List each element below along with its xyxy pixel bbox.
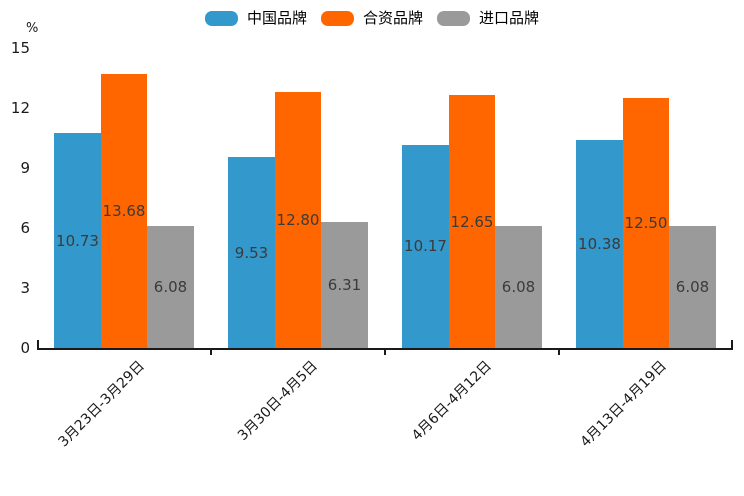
- x-category-label: 4月13日-4月19日: [577, 358, 670, 451]
- x-axis-left-endcap: [37, 340, 39, 348]
- y-axis-unit-label: %: [26, 21, 39, 36]
- x-category-label: 3月23日-3月29日: [55, 358, 148, 451]
- plot-area: 10.73 13.68 6.08 9.53 12.80 6.31 10.17 12.65 6.0…: [37, 48, 733, 355]
- bar: 10.38: [576, 140, 623, 348]
- bar-group-0: 10.73 13.68 6.08: [37, 48, 211, 348]
- bar-group-2: 10.17 12.65 6.08: [385, 48, 559, 348]
- bar: 10.73: [54, 133, 101, 348]
- bar: 12.65: [448, 95, 496, 348]
- bar: 13.68: [100, 74, 148, 348]
- bar-value-label: 6.08: [675, 278, 710, 297]
- bar-value-label: 12.65: [450, 212, 494, 231]
- legend-item-1[interactable]: 合资品牌: [320, 9, 423, 27]
- bar: 12.50: [622, 98, 670, 348]
- y-tick-label: 12: [10, 99, 30, 117]
- legend-swatch-icon: [204, 10, 238, 26]
- bar-value-label: 10.38: [578, 235, 621, 254]
- y-tick-label: 6: [20, 219, 30, 237]
- legend-label: 中国品牌: [246, 9, 307, 27]
- bar-value-label: 10.73: [56, 231, 99, 250]
- bar-group-1: 9.53 12.80 6.31: [211, 48, 385, 348]
- legend-label: 进口品牌: [479, 9, 540, 27]
- bar: 6.08: [495, 226, 542, 348]
- bar-value-label: 9.53: [234, 243, 269, 262]
- x-axis-right-endcap: [731, 340, 733, 348]
- y-tick-label: 9: [20, 159, 30, 177]
- y-tick-label: 3: [20, 279, 30, 297]
- bar-value-label: 10.17: [404, 237, 447, 256]
- bar-value-label: 6.08: [153, 278, 188, 297]
- x-axis-tick: [558, 350, 560, 355]
- legend: 中国品牌 合资品牌 进口品牌: [0, 9, 744, 27]
- bar-value-label: 13.68: [102, 202, 146, 221]
- x-axis-tick: [384, 350, 386, 355]
- legend-item-0[interactable]: 中国品牌: [204, 9, 307, 27]
- bar-value-label: 12.80: [276, 211, 320, 229]
- bar: 10.17: [402, 144, 449, 348]
- y-tick-label: 15: [10, 39, 30, 57]
- y-tick-label: 0: [20, 339, 30, 357]
- bar-value-label: 12.50: [624, 214, 668, 232]
- legend-swatch-icon: [437, 10, 470, 26]
- bar: 6.08: [669, 226, 716, 348]
- bar: 12.80: [274, 92, 322, 348]
- x-axis-tick: [210, 350, 212, 355]
- x-category-label: 3月30日-4月5日: [235, 358, 322, 444]
- bar: 6.31: [321, 221, 368, 348]
- bar-group-3: 10.38 12.50 6.08: [559, 48, 733, 348]
- legend-item-2[interactable]: 进口品牌: [437, 9, 539, 27]
- bar: 9.53: [228, 157, 275, 348]
- bar: 6.08: [147, 226, 194, 348]
- bar-value-label: 6.31: [327, 275, 362, 294]
- x-category-label: 4月6日-4月12日: [409, 358, 496, 444]
- bar-value-label: 6.08: [501, 278, 536, 297]
- legend-label: 合资品牌: [362, 9, 423, 27]
- legend-swatch-icon: [320, 10, 354, 26]
